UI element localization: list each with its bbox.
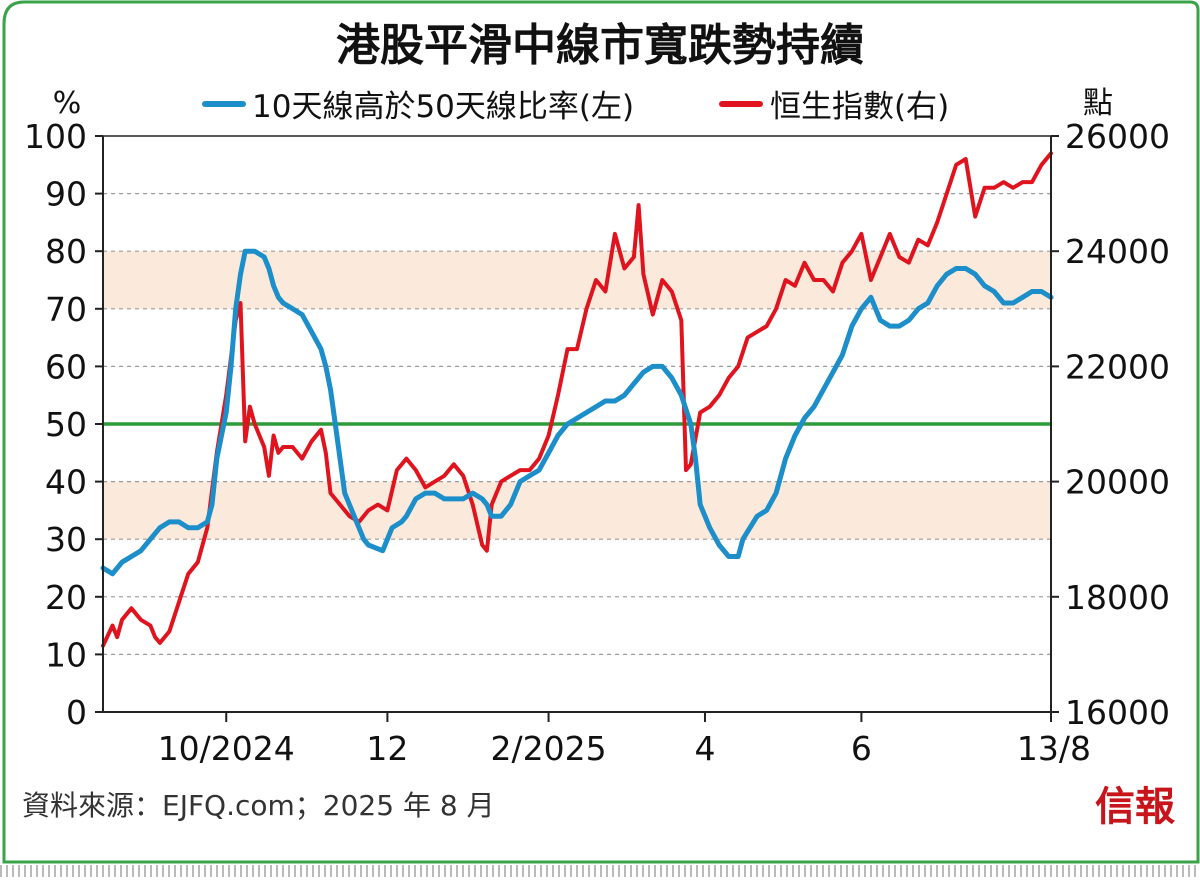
left-tick-label-0: 0 bbox=[66, 693, 87, 732]
chart-title: 港股平滑中線市寬跌勢持續 bbox=[336, 20, 864, 71]
chart-frame bbox=[2, 0, 1200, 864]
left-tick-label-8: 80 bbox=[45, 232, 87, 271]
right-tick-label-2: 20000 bbox=[1065, 463, 1170, 502]
series-lines bbox=[100, 151, 1054, 648]
legend-label-red: 恒生指數(右) bbox=[770, 89, 949, 125]
tick-labels: 0 10 20 30 40 50 60 70 80 90 100 16000 18000 20000 220… bbox=[24, 117, 1170, 768]
x-tick-label-5: 13/8 bbox=[1017, 729, 1091, 768]
left-tick-label-7: 70 bbox=[45, 290, 87, 329]
x-tick-label-3: 4 bbox=[694, 729, 715, 768]
left-tick-label-5: 50 bbox=[45, 405, 87, 444]
x-tick-label-2: 2/2025 bbox=[491, 729, 607, 768]
shaded-band-1 bbox=[103, 251, 1051, 309]
left-tick-label-4: 40 bbox=[45, 463, 87, 502]
right-tick-label-4: 24000 bbox=[1065, 232, 1170, 271]
right-axis-unit: 點 bbox=[1083, 86, 1113, 121]
series-line-0 bbox=[100, 248, 1054, 577]
left-tick-label-6: 60 bbox=[45, 347, 87, 386]
legend-label-blue: 10天線高於50天線比率(左) bbox=[252, 89, 634, 125]
right-tick-label-1: 18000 bbox=[1065, 578, 1170, 617]
left-tick-label-3: 30 bbox=[45, 520, 87, 559]
x-tick-label-4: 6 bbox=[851, 729, 872, 768]
left-tick-label-10: 100 bbox=[24, 117, 87, 156]
shaded-bands bbox=[103, 251, 1051, 540]
x-tick-label-0: 10/2024 bbox=[158, 729, 295, 768]
right-tick-label-5: 26000 bbox=[1065, 117, 1170, 156]
left-tick-label-1: 10 bbox=[45, 635, 87, 674]
left-tick-label-9: 90 bbox=[45, 175, 87, 214]
axes bbox=[95, 135, 1059, 722]
right-tick-label-3: 22000 bbox=[1065, 347, 1170, 386]
source-note: 資料來源：EJFQ.com；2025 年 8 月 bbox=[22, 789, 495, 822]
left-tick-label-2: 20 bbox=[45, 578, 87, 617]
right-tick-label-0: 16000 bbox=[1065, 693, 1170, 732]
x-tick-label-1: 12 bbox=[366, 729, 408, 768]
shaded-band-0 bbox=[103, 481, 1051, 540]
series-line-1 bbox=[101, 151, 1053, 648]
publisher-logo: 信報 bbox=[1095, 784, 1175, 830]
left-axis-unit: % bbox=[53, 86, 82, 121]
